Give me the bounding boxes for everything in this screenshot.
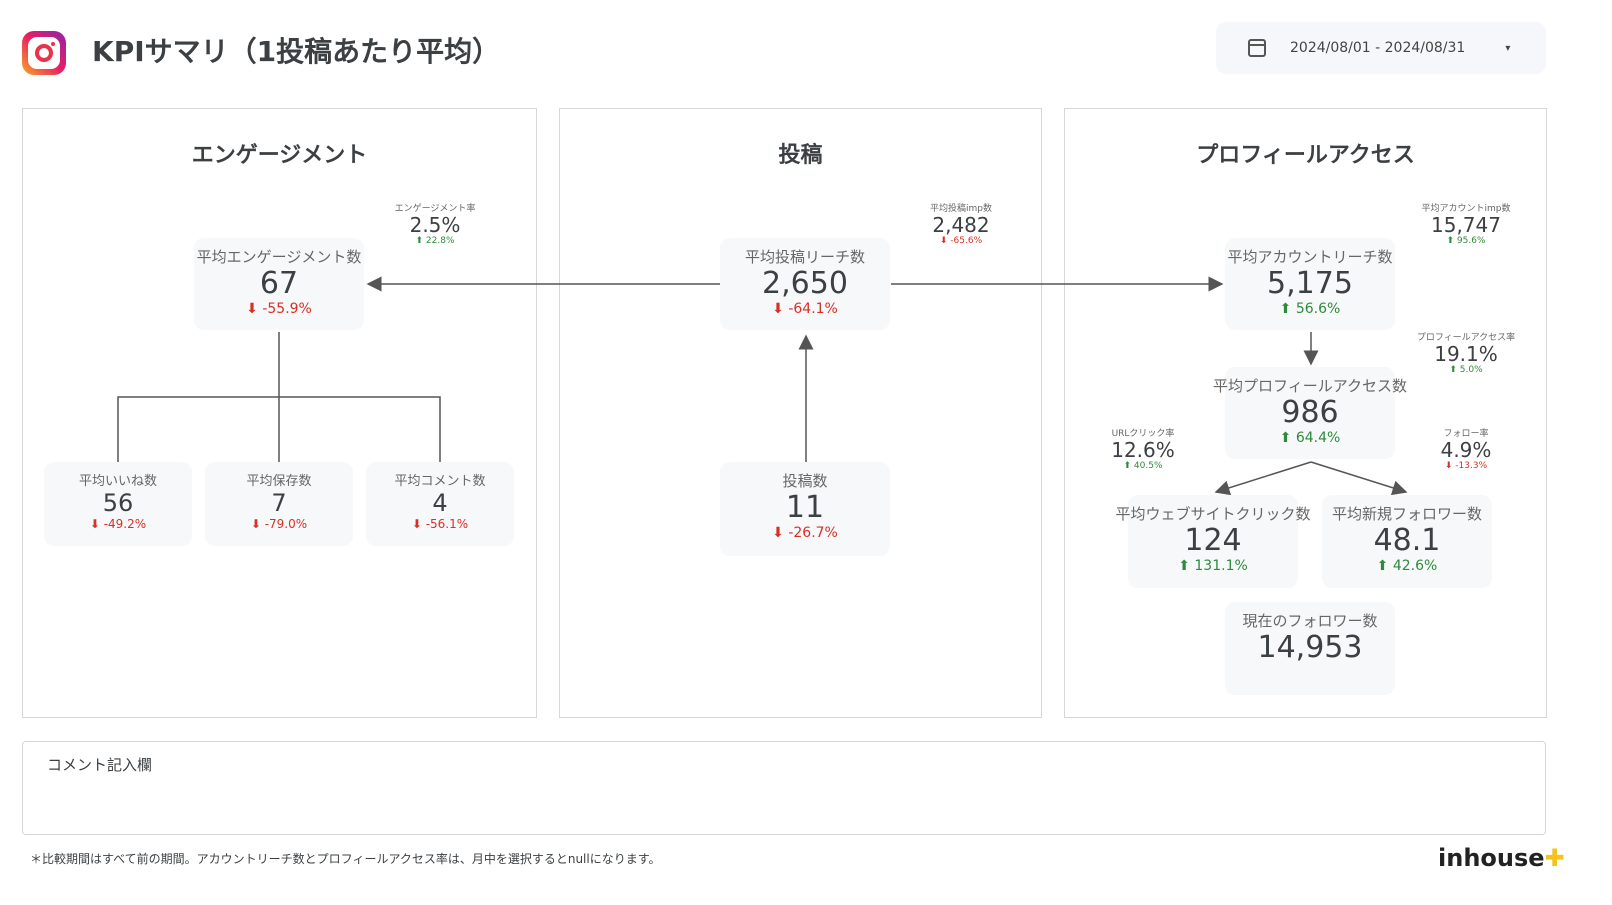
date-range-picker[interactable]: 2024/08/01 - 2024/08/31 ▾ — [1216, 22, 1546, 74]
comments-card: 平均コメント数 4 ⬇ -56.1% — [366, 462, 514, 546]
card-change: ⬇ -56.1% — [411, 517, 469, 531]
mini-change: ⬆ 5.0% — [1449, 365, 1483, 375]
mini-label: 平均投稿imp数 — [930, 204, 992, 214]
posts-panel: 投稿 — [559, 108, 1042, 718]
card-label: 現在のフォロワー数 — [1242, 612, 1378, 630]
plus-icon: ✚ — [1544, 844, 1565, 872]
mini-label: フォロー率 — [1443, 429, 1489, 439]
mini-change: ⬆ 95.6% — [1446, 236, 1486, 246]
mini-value: 4.9% — [1440, 438, 1492, 462]
post-imp: 平均投稿imp数 2,482 ⬇ -65.6% — [891, 201, 1031, 246]
panel-title: エンゲージメント — [191, 143, 368, 168]
post-reach-card: 平均投稿リーチ数 2,650 ⬇ -64.1% — [720, 238, 890, 330]
panel-title: 投稿 — [778, 143, 823, 168]
mini-change: ⬆ 22.8% — [415, 236, 455, 246]
panel-title: プロフィールアクセス — [1196, 143, 1415, 168]
engagement-panel: エンゲージメント — [22, 108, 537, 718]
account-reach-card: 平均アカウントリーチ数 5,175 ⬆ 56.6% — [1225, 238, 1395, 330]
profile-access-card: 平均プロフィールアクセス数 986 ⬆ 64.4% — [1213, 367, 1407, 459]
card-value: 7 — [271, 489, 287, 517]
arrow-to-new-followers — [1310, 461, 1408, 496]
footnote: ＊比較期間はすべて前の期間。アカウントリーチ数とプロフィールアクセス率は、月中を… — [30, 852, 661, 866]
mini-change: ⬇ -65.6% — [939, 236, 983, 246]
card-label: 平均コメント数 — [394, 474, 486, 489]
mini-value: 19.1% — [1434, 342, 1498, 366]
card-value: 14,953 — [1257, 630, 1363, 665]
instagram-logo — [22, 31, 66, 75]
card-value: 2,650 — [762, 266, 848, 301]
chevron-down-icon: ▾ — [1505, 42, 1511, 54]
web-clicks-card: 平均ウェブサイトクリック数 124 ⬆ 131.1% — [1115, 495, 1311, 588]
card-label: 投稿数 — [782, 472, 828, 490]
card-value: 4 — [432, 489, 448, 517]
mini-value: 12.6% — [1111, 438, 1175, 462]
engagement-tree — [117, 332, 441, 462]
brand-name: inhouse — [1438, 844, 1545, 872]
engagement-card: 平均エンゲージメント数 67 ⬇ -55.9% — [194, 238, 364, 330]
url-click-rate: URLクリック率 12.6% ⬆ 40.5% — [1073, 426, 1213, 471]
card-label: 平均プロフィールアクセス数 — [1213, 377, 1407, 395]
date-range-value: 2024/08/01 - 2024/08/31 — [1290, 40, 1466, 56]
card-change: ⬇ -26.7% — [772, 525, 838, 541]
post-count-card: 投稿数 11 ⬇ -26.7% — [720, 462, 890, 556]
new-followers-card: 平均新規フォロワー数 48.1 ⬆ 42.6% — [1322, 495, 1492, 588]
card-value: 124 — [1184, 523, 1242, 558]
arrow-to-web-clicks — [1214, 461, 1312, 496]
profile-access-rate: プロフィールアクセス率 19.1% ⬆ 5.0% — [1396, 330, 1536, 375]
card-label: 平均エンゲージメント数 — [196, 248, 362, 266]
card-change: ⬇ -64.1% — [772, 301, 838, 317]
mini-label: プロフィールアクセス率 — [1416, 333, 1516, 343]
card-value: 56 — [102, 489, 134, 517]
mini-label: エンゲージメント率 — [394, 204, 476, 214]
card-value: 48.1 — [1373, 523, 1441, 558]
card-value: 11 — [785, 490, 825, 525]
card-change: ⬆ 131.1% — [1178, 558, 1248, 574]
card-label: 平均新規フォロワー数 — [1331, 505, 1482, 523]
follow-rate: フォロー率 4.9% ⬇ -13.3% — [1396, 426, 1536, 471]
followers-card: 現在のフォロワー数 14,953 — [1225, 602, 1395, 695]
card-label: 平均アカウントリーチ数 — [1227, 248, 1393, 266]
card-change: ⬆ 42.6% — [1376, 558, 1438, 574]
card-value: 67 — [259, 266, 299, 301]
mini-label: URLクリック率 — [1111, 429, 1175, 439]
mini-change: ⬇ -13.3% — [1444, 461, 1488, 471]
comment-label: コメント記入欄 — [47, 756, 153, 774]
mini-value: 2,482 — [932, 213, 990, 237]
card-change: ⬆ 64.4% — [1279, 430, 1341, 446]
mini-label: 平均アカウントimp数 — [1421, 204, 1511, 214]
mini-value: 15,747 — [1431, 213, 1501, 237]
mini-value: 2.5% — [409, 213, 461, 237]
card-value: 986 — [1281, 395, 1339, 430]
card-change: ⬇ -55.9% — [246, 301, 312, 317]
account-imp: 平均アカウントimp数 15,747 ⬆ 95.6% — [1396, 201, 1536, 246]
card-label: 平均いいね数 — [78, 474, 157, 489]
page-title: KPIサマリ（1投稿あたり平均） — [92, 35, 501, 68]
likes-card: 平均いいね数 56 ⬇ -49.2% — [44, 462, 192, 546]
card-change: ⬇ -49.2% — [89, 517, 147, 531]
comment-box[interactable]: コメント記入欄 — [22, 741, 1546, 835]
profile-panel: プロフィールアクセス — [1064, 108, 1547, 718]
saves-card: 平均保存数 7 ⬇ -79.0% — [205, 462, 353, 546]
card-value: 5,175 — [1267, 266, 1353, 301]
calendar-icon — [1248, 39, 1266, 57]
card-change: ⬆ 56.6% — [1279, 301, 1341, 317]
mini-change: ⬆ 40.5% — [1123, 461, 1163, 471]
engagement-rate: エンゲージメント率 2.5% ⬆ 22.8% — [365, 201, 505, 246]
card-label: 平均投稿リーチ数 — [744, 248, 865, 266]
card-change: ⬇ -79.0% — [250, 517, 308, 531]
card-label: 平均ウェブサイトクリック数 — [1115, 505, 1311, 523]
inhouse-logo: inhouse✚ — [1438, 844, 1565, 872]
card-label: 平均保存数 — [246, 474, 312, 489]
